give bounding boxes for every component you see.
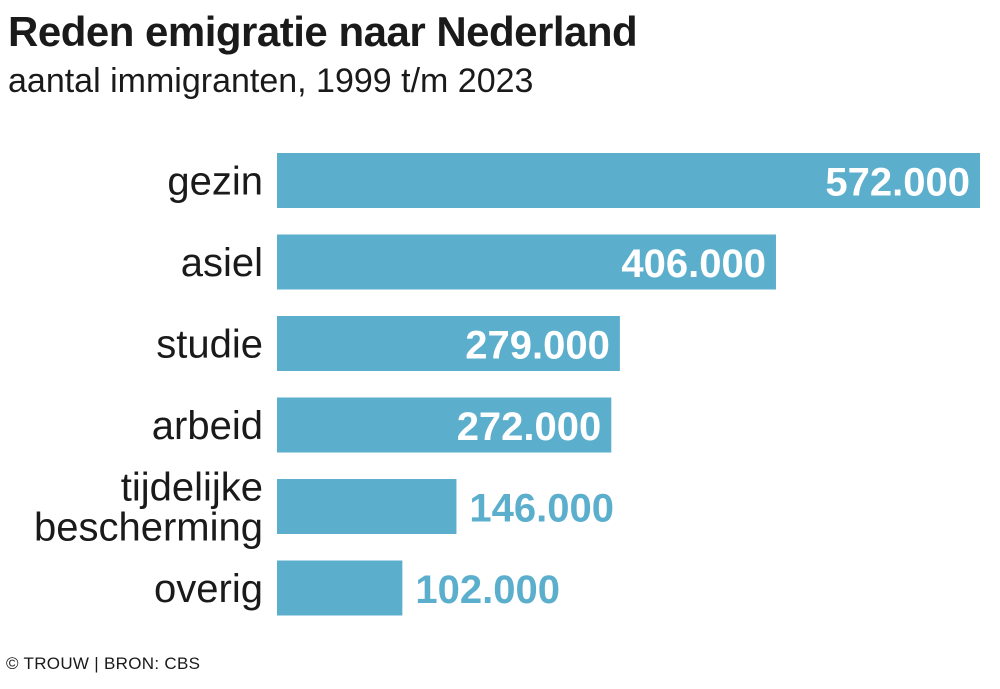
- category-label: asiel: [181, 241, 263, 285]
- bar-studie: [277, 316, 620, 371]
- value-label: 146.000: [469, 487, 614, 531]
- value-label: 272.000: [457, 405, 602, 449]
- bar-arbeid: [277, 397, 612, 453]
- category-label: studie: [156, 323, 263, 367]
- category-label: tijdelijke bescherming: [34, 466, 263, 550]
- source-credit: © TROUW | BRON: CBS: [6, 654, 201, 673]
- chart-subtitle: aantal immigranten, 1999 t/m 2023: [8, 62, 534, 100]
- value-label: 279.000: [465, 324, 610, 368]
- chart-title: Reden emigratie naar Nederland: [8, 8, 638, 55]
- bar-asiel: [277, 234, 776, 290]
- bar-gezin: [277, 153, 980, 208]
- value-label: 406.000: [621, 242, 766, 286]
- bar-overig: [277, 560, 403, 616]
- category-label: arbeid: [152, 404, 263, 448]
- value-label: 102.000: [415, 568, 560, 612]
- bar-tijdelijke-bescherming: [277, 479, 457, 534]
- category-label: gezin: [167, 160, 263, 204]
- value-label: 572.000: [825, 161, 970, 205]
- category-label: overig: [154, 567, 263, 611]
